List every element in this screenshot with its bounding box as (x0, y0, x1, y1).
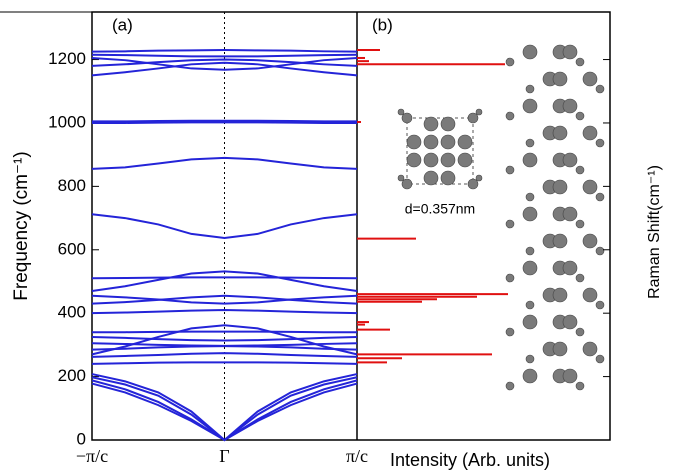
atom (424, 153, 438, 167)
atom (583, 180, 597, 194)
atom (576, 166, 584, 174)
annotation: d=0.357nm (405, 201, 475, 217)
atom (596, 139, 604, 147)
atom (553, 72, 567, 86)
atom (596, 301, 604, 309)
atom (563, 45, 577, 59)
panel-label: (b) (372, 15, 393, 34)
atom (506, 274, 514, 282)
y-tick-label: 800 (58, 176, 86, 195)
atom (506, 58, 514, 66)
atom (523, 261, 537, 275)
atom (458, 153, 472, 167)
atom (553, 234, 567, 248)
atom (563, 99, 577, 113)
atom (506, 112, 514, 120)
dispersion-branch (92, 121, 357, 122)
atom (398, 109, 404, 115)
figure: (a) (b) Frequency (cm⁻¹) Raman Shift(cm⁻… (0, 0, 676, 470)
atom (526, 301, 534, 309)
atom (583, 342, 597, 356)
y-tick-label: 1200 (48, 49, 86, 68)
dispersion-branch (92, 122, 357, 123)
atom (526, 139, 534, 147)
dispersion-branch (92, 50, 357, 52)
atom (576, 112, 584, 120)
dispersion-branch (92, 332, 357, 333)
y-tick-label: 200 (58, 366, 86, 385)
cell-outline (407, 118, 473, 184)
atom (424, 171, 438, 185)
panel-label: (a) (112, 15, 133, 34)
x-tick-label: Γ (219, 446, 229, 466)
atom (506, 166, 514, 174)
atom (424, 135, 438, 149)
atom (402, 113, 412, 123)
atom (523, 45, 537, 59)
y-tick-label: 400 (58, 303, 86, 322)
x-tick-label: π/c (346, 446, 368, 466)
y-tick-label: 600 (58, 239, 86, 258)
x-tick-label: −π/c (76, 446, 108, 466)
atom (596, 355, 604, 363)
atom (576, 58, 584, 66)
y-axis-title: Frequency (cm⁻¹) (11, 151, 32, 300)
atom (506, 328, 514, 336)
atom (398, 175, 404, 181)
atom (441, 153, 455, 167)
atom (523, 99, 537, 113)
atom (576, 382, 584, 390)
y-tick-label: 1000 (48, 112, 86, 131)
atom (424, 117, 438, 131)
atom (523, 315, 537, 329)
atom (476, 175, 482, 181)
atom (441, 135, 455, 149)
x-axis-title: Intensity (Arb. units) (390, 450, 550, 470)
atom (523, 369, 537, 383)
y2-axis-title: Raman Shift(cm⁻¹) (646, 165, 663, 299)
atom (468, 113, 478, 123)
dispersion-branch (92, 380, 357, 440)
atom (576, 274, 584, 282)
atom (583, 126, 597, 140)
atom (458, 135, 472, 149)
atom (596, 193, 604, 201)
molecule-structure (398, 45, 604, 390)
atom (576, 220, 584, 228)
atom (506, 382, 514, 390)
atom (407, 153, 421, 167)
atom (553, 288, 567, 302)
atom (407, 135, 421, 149)
atom (476, 109, 482, 115)
atom (506, 220, 514, 228)
atom (563, 315, 577, 329)
atom (526, 247, 534, 255)
dispersion-branch (92, 55, 357, 57)
atom (563, 207, 577, 221)
atom (563, 261, 577, 275)
atom (553, 180, 567, 194)
atom (596, 247, 604, 255)
atom (441, 171, 455, 185)
atom (563, 369, 577, 383)
dispersion-branch (92, 353, 357, 357)
atom (553, 342, 567, 356)
atom (523, 153, 537, 167)
atom (441, 117, 455, 131)
atom (583, 288, 597, 302)
atom (402, 179, 412, 189)
atom (468, 179, 478, 189)
atom (523, 207, 537, 221)
atom (526, 85, 534, 93)
atom (526, 193, 534, 201)
atom (563, 153, 577, 167)
atom (583, 234, 597, 248)
atom (583, 72, 597, 86)
atom (596, 85, 604, 93)
dispersion-branch (92, 277, 357, 278)
atom (576, 328, 584, 336)
atom (553, 126, 567, 140)
atom (526, 355, 534, 363)
